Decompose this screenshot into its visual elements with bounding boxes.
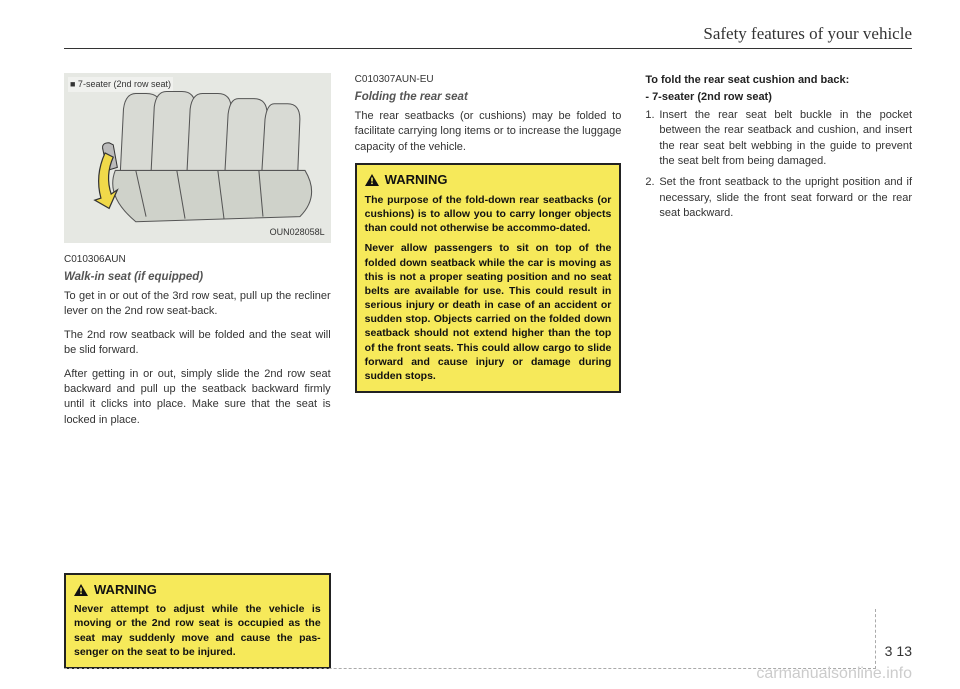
warning-text: Never attempt to adjust while the vehicl… bbox=[74, 602, 321, 659]
list-number: 2. bbox=[645, 175, 659, 221]
list-item: 1. Insert the rear seat belt buckle in t… bbox=[645, 108, 912, 170]
warning-text: The purpose of the fold-down rear seatba… bbox=[365, 193, 612, 236]
section-number: 3 bbox=[885, 643, 893, 659]
list-text: Insert the rear seat belt buckle in the … bbox=[659, 108, 912, 170]
bold-heading: To fold the rear seat cushion and back: bbox=[645, 73, 912, 88]
page-number: 3 13 bbox=[885, 643, 912, 659]
warning-box: WARNING The purpose of the fold-down rea… bbox=[355, 163, 622, 393]
subheading: Folding the rear seat bbox=[355, 89, 622, 105]
list-number: 1. bbox=[645, 108, 659, 170]
warning-header: WARNING bbox=[365, 171, 612, 189]
warning-title: WARNING bbox=[94, 581, 157, 599]
footer-dashed-line bbox=[64, 668, 876, 669]
list-item: 2. Set the front seatback to the upright… bbox=[645, 175, 912, 221]
watermark: carmanualsonline.info bbox=[756, 665, 912, 683]
image-code: OUN028058L bbox=[270, 226, 325, 239]
column-2: C010307AUN-EU Folding the rear seat The … bbox=[355, 73, 622, 669]
list-text: Set the front seatback to the upright po… bbox=[659, 175, 912, 221]
columns: ■ 7-seater (2nd row seat) bbox=[64, 73, 912, 669]
header-row: Safety features of your vehicle bbox=[64, 24, 912, 44]
page: Safety features of your vehicle ■ 7-seat… bbox=[0, 0, 960, 689]
bold-heading: - 7-seater (2nd row seat) bbox=[645, 90, 912, 105]
warning-text: Never allow passengers to sit on top of … bbox=[365, 241, 612, 383]
footer-dashed-line-vertical bbox=[875, 609, 876, 669]
chapter-title: Safety features of your vehicle bbox=[703, 24, 912, 44]
doc-code: C010306AUN bbox=[64, 253, 331, 267]
header-rule bbox=[64, 48, 912, 49]
subheading: Walk-in seat (if equipped) bbox=[64, 269, 331, 285]
column-1: ■ 7-seater (2nd row seat) bbox=[64, 73, 331, 669]
warning-box: WARNING Never attempt to adjust while th… bbox=[64, 573, 331, 669]
warning-title: WARNING bbox=[385, 171, 448, 189]
seat-svg bbox=[64, 73, 331, 243]
page-num: 13 bbox=[896, 643, 912, 659]
doc-code: C010307AUN-EU bbox=[355, 73, 622, 87]
warning-header: WARNING bbox=[74, 581, 321, 599]
warning-icon bbox=[365, 174, 379, 186]
paragraph: The rear seatbacks (or cushions) may be … bbox=[355, 109, 622, 155]
seat-illustration: ■ 7-seater (2nd row seat) bbox=[64, 73, 331, 243]
column-3: To fold the rear seat cushion and back: … bbox=[645, 73, 912, 669]
paragraph: After getting in or out, simply slide th… bbox=[64, 367, 331, 429]
warning-icon bbox=[74, 584, 88, 596]
paragraph: The 2nd row seatback will be folded and … bbox=[64, 328, 331, 359]
paragraph: To get in or out of the 3rd row seat, pu… bbox=[64, 289, 331, 320]
